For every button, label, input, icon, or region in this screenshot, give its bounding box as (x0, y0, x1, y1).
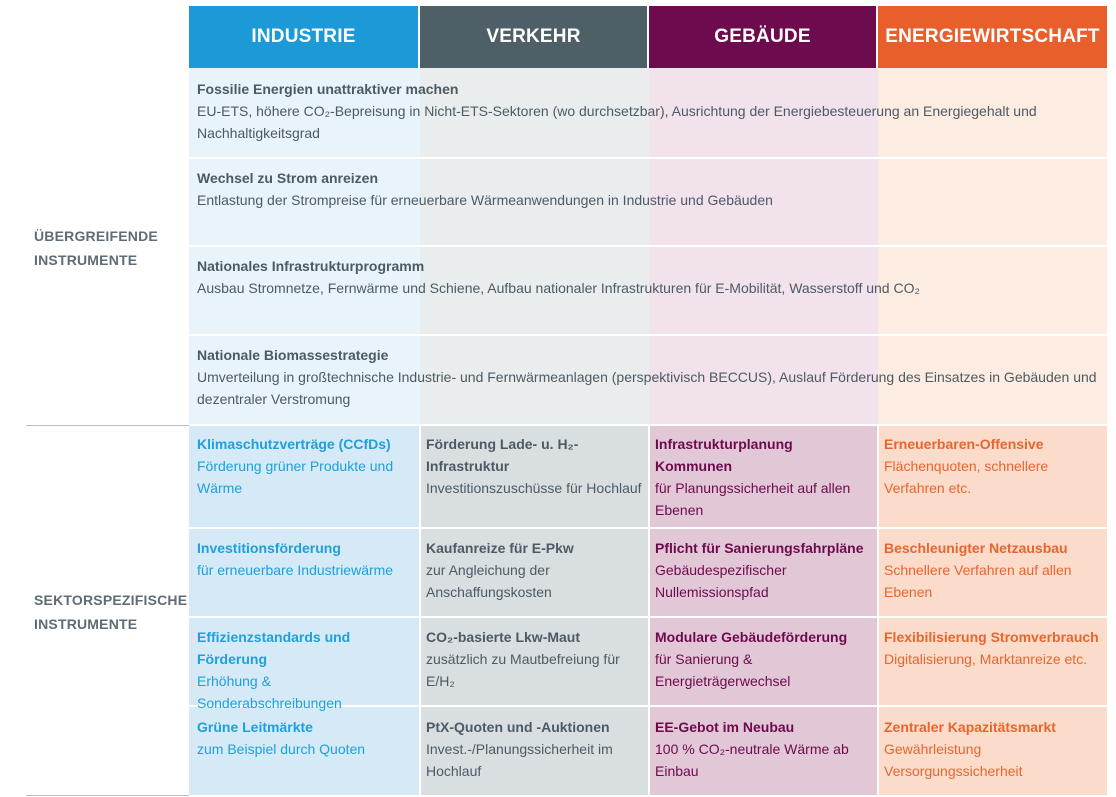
cell-description: Gewährleistung Versorgungssicherheit (884, 741, 1023, 779)
cell-title: Kaufanreize für E-Pkw (426, 540, 574, 556)
row-title: Nationale Biomassestrategie (197, 347, 389, 363)
row-description: Entlastung der Strompreise für erneuerba… (197, 192, 773, 208)
cell-description: Digitalisierung, Marktanreize etc. (884, 651, 1088, 667)
cell-gebaeude-infrastrukturplanung: Infrastrukturplanung Kommunen für Planun… (655, 433, 855, 521)
row-title: Wechsel zu Strom anreizen (197, 170, 379, 186)
cell-title: CO₂-basierte Lkw-Maut (426, 629, 581, 645)
crosscutting-row-biomasse: Nationale Biomassestrategie Umverteilung… (197, 344, 1097, 410)
sector-bg-verkehr (420, 425, 649, 795)
crosscutting-row-strom: Wechsel zu Strom anreizen Entlastung der… (197, 167, 1097, 211)
column-divider (648, 425, 650, 795)
cell-description: Förderung grüner Produkte und Wärme (197, 458, 394, 496)
cell-title: Investitionsförderung (197, 540, 341, 556)
cell-industrie-leitmaerkte: Grüne Leitmärkte zum Beispiel durch Quot… (197, 716, 415, 760)
column-header-gebaeude: GEBÄUDE (649, 6, 876, 68)
group-label-sectoral: SEKTORSPEZIFISCHE INSTRUMENTE (34, 592, 188, 632)
row-divider (189, 245, 1107, 247)
cell-gebaeude-modulare-foerderung: Modulare Gebäudeförderung für Sanierung … (655, 626, 873, 692)
cell-verkehr-lkw-maut: CO₂-basierte Lkw-Maut zusätzlich zu Maut… (426, 626, 626, 692)
cell-title: Zentraler Kapazitätsmarkt (884, 719, 1056, 735)
row-description: EU-ETS, höhere CO₂-Bepreisung in Nicht-E… (197, 103, 1037, 141)
cell-energie-kapazitaetsmarkt: Zentraler Kapazitätsmarkt Gewährleistung… (884, 716, 1056, 782)
cell-energie-erneuerbaren-offensive: Erneuerbaren-Offensive Flächenquoten, sc… (884, 433, 1084, 499)
row-divider (189, 157, 1107, 159)
cell-description: Investitionszuschüsse für Hochlauf (426, 480, 642, 496)
crosscutting-row-infrastruktur: Nationales Infrastrukturprogramm Ausbau … (197, 255, 1097, 299)
cell-energie-flexibilisierung: Flexibilisierung Stromverbrauch Digitali… (884, 626, 1104, 670)
sector-bg-energie (878, 425, 1107, 795)
row-title: Fossilie Energien unattraktiver machen (197, 81, 459, 97)
sector-bg-industrie (189, 425, 420, 795)
cell-verkehr-ptx-quoten: PtX-Quoten und -Auktionen Invest.-/Planu… (426, 716, 626, 782)
row-divider (189, 334, 1107, 336)
cell-title: Klimaschutzverträge (CCfDs) (197, 436, 391, 452)
cell-description: für Sanierung & Energieträgerwechsel (655, 651, 791, 689)
cell-description: zum Beispiel durch Quoten (197, 741, 366, 757)
group-divider (26, 425, 189, 426)
sector-bg-gebaeude (649, 425, 878, 795)
crosscutting-row-fossil: Fossilie Energien unattraktiver machen E… (197, 78, 1097, 144)
row-description: Ausbau Stromnetze, Fernwärme und Schiene… (197, 280, 920, 296)
cell-gebaeude-sanierungsfahrplaene: Pflicht für Sanierungsfahrpläne Gebäudes… (655, 537, 873, 603)
column-header-industrie: INDUSTRIE (189, 6, 418, 68)
column-divider (419, 425, 421, 795)
column-header-verkehr: VERKEHR (420, 6, 647, 68)
cell-industrie-effizienzstandards: Effizienzstandards und Förderung Erhöhun… (197, 626, 415, 714)
cell-description: 100 % CO₂-neutrale Wärme ab Einbau (655, 741, 849, 779)
group-label-crosscutting: ÜBERGREIFENDE INSTRUMENTE (34, 228, 158, 268)
cell-title: Erneuerbaren-Offensive (884, 436, 1044, 452)
cell-energie-netzausbau: Beschleunigter Netzausbau Schnellere Ver… (884, 537, 1074, 603)
cell-verkehr-kaufanreize: Kaufanreize für E-Pkw zur Angleichung de… (426, 537, 586, 603)
cell-description: für erneuerbare Industriewärme (197, 562, 394, 578)
cell-description: Schnellere Verfahren auf allen Ebenen (884, 562, 1072, 600)
row-description: Umverteilung in großtechnische Industrie… (197, 369, 1097, 407)
cell-description: Flächenquoten, schnellere Verfahren etc. (884, 458, 1049, 496)
cell-title: Effizienzstandards und Förderung (197, 629, 351, 667)
cell-title: PtX-Quoten und -Auktionen (426, 719, 610, 735)
cell-title: Förderung Lade- u. H₂-Infrastruktur (426, 436, 579, 474)
cell-title: Beschleunigter Netzausbau (884, 540, 1068, 556)
cell-description: Invest.-/Planungssicherheit im Hochlauf (426, 741, 613, 779)
cell-gebaeude-ee-gebot: EE-Gebot im Neubau 100 % CO₂-neutrale Wä… (655, 716, 865, 782)
cell-description: zur Angleichung der Anschaffungskosten (426, 562, 552, 600)
cell-title: Grüne Leitmärkte (197, 719, 313, 735)
cell-description: Gebäudespezifischer Nullemissionspfad (655, 562, 787, 600)
column-divider (877, 425, 879, 795)
cell-title: EE-Gebot im Neubau (655, 719, 795, 735)
cell-description: Erhöhung & Sonderabschreibungen (197, 673, 342, 711)
cell-title: Modulare Gebäudeförderung (655, 629, 848, 645)
cell-title: Pflicht für Sanierungsfahrpläne (655, 540, 864, 556)
cell-industrie-ccfds: Klimaschutzverträge (CCfDs) Förderung gr… (197, 433, 415, 499)
cell-title: Flexibilisierung Stromverbrauch (884, 629, 1099, 645)
cell-industrie-investitionsfoerderung: Investitionsförderung für erneuerbare In… (197, 537, 415, 581)
cell-description: zusätzlich zu Mautbefreiung für E/H₂ (426, 651, 620, 689)
cell-description: für Planungssicherheit auf allen Ebenen (655, 480, 851, 518)
cell-verkehr-ladeinfrastruktur: Förderung Lade- u. H₂-Infrastruktur Inve… (426, 433, 642, 499)
column-header-energiewirtschaft: ENERGIEWIRTSCHAFT (878, 6, 1107, 68)
row-title: Nationales Infrastrukturprogramm (197, 258, 425, 274)
group-divider (26, 795, 189, 796)
cell-title: Infrastrukturplanung Kommunen (655, 436, 793, 474)
